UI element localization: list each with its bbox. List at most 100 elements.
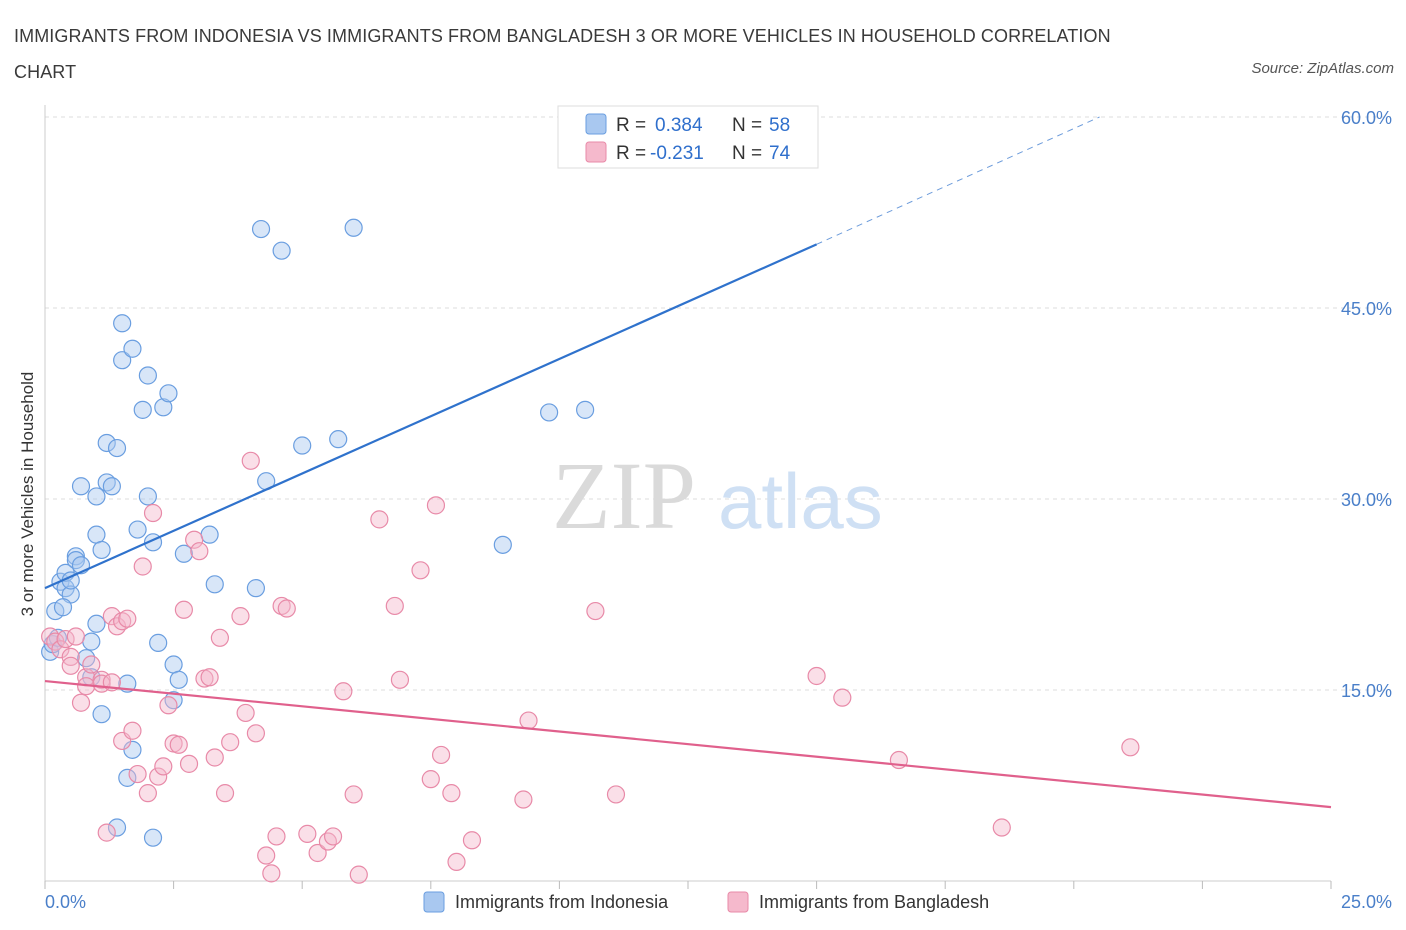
point-indonesia-23: [107, 438, 127, 458]
point-bangladesh-45: [262, 864, 281, 883]
point-indonesia-20: [97, 433, 116, 453]
point-bangladesh-55: [349, 865, 368, 884]
legend-n-value-bangladesh: 74: [769, 143, 791, 164]
point-indonesia-17: [92, 705, 111, 724]
point-bangladesh-7: [71, 693, 91, 712]
point-indonesia-37: [154, 398, 173, 417]
point-bangladesh-6: [66, 627, 85, 646]
point-bangladesh-32: [185, 530, 204, 549]
point-bangladesh-38: [215, 784, 235, 803]
y-tick-label-0: 15.0%: [1341, 681, 1392, 701]
point-indonesia-44: [205, 575, 224, 594]
point-bangladesh-63: [442, 784, 461, 803]
point-bangladesh-30: [174, 600, 193, 619]
point-indonesia-22: [107, 818, 127, 837]
point-bangladesh-27: [159, 696, 178, 715]
point-bangladesh-71: [833, 688, 852, 707]
point-bangladesh-40: [231, 607, 250, 626]
point-bangladesh-62: [431, 745, 451, 765]
point-indonesia-14: [87, 614, 106, 633]
point-indonesia-38: [159, 384, 178, 403]
point-bangladesh-47: [272, 596, 291, 616]
legend-n-label-bangladesh: N =: [732, 143, 762, 164]
trend-lines: [44, 116, 1332, 809]
point-bangladesh-59: [411, 561, 430, 580]
point-indonesia-31: [133, 400, 152, 419]
point-bangladesh-73: [992, 818, 1011, 837]
point-indonesia-42: [174, 544, 193, 563]
point-bangladesh-22: [133, 557, 152, 576]
watermark-zip: ZIP: [552, 442, 696, 549]
point-bangladesh-48: [277, 599, 296, 618]
y-tick-labels: 15.0% 30.0% 45.0% 60.0%: [1341, 108, 1392, 701]
point-bangladesh-23: [138, 784, 157, 803]
point-indonesia-10: [71, 477, 91, 496]
legend-swatch-bangladesh: [585, 141, 607, 163]
point-bangladesh-35: [200, 668, 219, 687]
series-legend: Immigrants from Indonesia Immigrants fro…: [423, 891, 989, 913]
point-bangladesh-50: [308, 843, 327, 863]
point-indonesia-30: [128, 520, 147, 539]
point-indonesia-49: [293, 436, 312, 455]
point-indonesia-40: [164, 655, 183, 674]
point-bangladesh-42: [241, 451, 260, 470]
chart-source: Source: ZipAtlas.com: [1251, 60, 1394, 77]
point-indonesia-25: [113, 351, 132, 370]
y-tick-label-1: 30.0%: [1341, 490, 1392, 510]
point-indonesia-24: [113, 314, 132, 333]
point-bangladesh-10: [82, 655, 101, 674]
trend-line-bangladesh: [44, 679, 1332, 809]
point-bangladesh-2: [51, 640, 70, 659]
point-bangladesh-16: [107, 617, 127, 636]
point-indonesia-41: [169, 670, 188, 689]
x-tick-label-0: 0.0%: [45, 892, 86, 912]
point-bangladesh-25: [149, 767, 168, 786]
y-tick-label-3: 60.0%: [1341, 108, 1392, 128]
point-bangladesh-67: [519, 711, 538, 730]
point-bangladesh-49: [298, 824, 317, 843]
x-tick-label-1: 25.0%: [1341, 892, 1392, 912]
point-indonesia-32: [138, 366, 157, 385]
point-bangladesh-17: [113, 612, 132, 631]
legend-swatch-indonesia: [585, 113, 607, 135]
point-bangladesh-29: [169, 735, 188, 754]
legend-r-value-bangladesh: -0.231: [650, 143, 704, 164]
point-indonesia-54: [576, 400, 595, 419]
watermark: ZIP atlas: [552, 442, 883, 549]
point-bangladesh-43: [246, 724, 266, 743]
point-bangladesh-39: [221, 733, 240, 752]
point-bangladesh-51: [318, 832, 338, 851]
bottom-legend-swatch-bangladesh: [727, 891, 749, 913]
point-bangladesh-37: [210, 628, 229, 647]
legend-r-value-indonesia: 0.384: [655, 115, 703, 136]
point-bangladesh-70: [807, 666, 826, 686]
point-bangladesh-5: [61, 656, 80, 675]
trend-line-indonesia-extension: [816, 116, 1100, 245]
point-bangladesh-41: [236, 703, 255, 723]
point-indonesia-50: [329, 430, 348, 449]
point-indonesia-39: [164, 691, 183, 710]
legend-r-label-bangladesh: R =: [616, 143, 646, 164]
point-bangladesh-65: [462, 831, 482, 850]
correlation-legend: R = 0.384 N = 58 R = -0.231 N = 74: [557, 105, 819, 169]
point-indonesia-27: [118, 768, 137, 787]
y-tick-label-2: 45.0%: [1341, 299, 1392, 319]
point-bangladesh-74: [1121, 738, 1140, 757]
point-bangladesh-69: [606, 785, 626, 804]
point-bangladesh-19: [118, 609, 137, 628]
point-bangladesh-66: [514, 790, 533, 809]
point-indonesia-21: [102, 477, 121, 496]
point-indonesia-7: [66, 547, 85, 566]
point-bangladesh-0: [41, 627, 60, 646]
point-indonesia-57: [53, 598, 73, 617]
trend-line-indonesia: [44, 243, 818, 590]
point-bangladesh-58: [390, 670, 410, 689]
legend-n-value-indonesia: 58: [769, 115, 790, 136]
point-bangladesh-13: [97, 823, 116, 842]
point-bangladesh-61: [426, 496, 446, 515]
point-indonesia-48: [272, 241, 291, 260]
point-bangladesh-31: [179, 754, 199, 773]
point-bangladesh-21: [128, 764, 147, 784]
y-axis-label: 3 or more Vehicles in Household: [18, 372, 37, 617]
